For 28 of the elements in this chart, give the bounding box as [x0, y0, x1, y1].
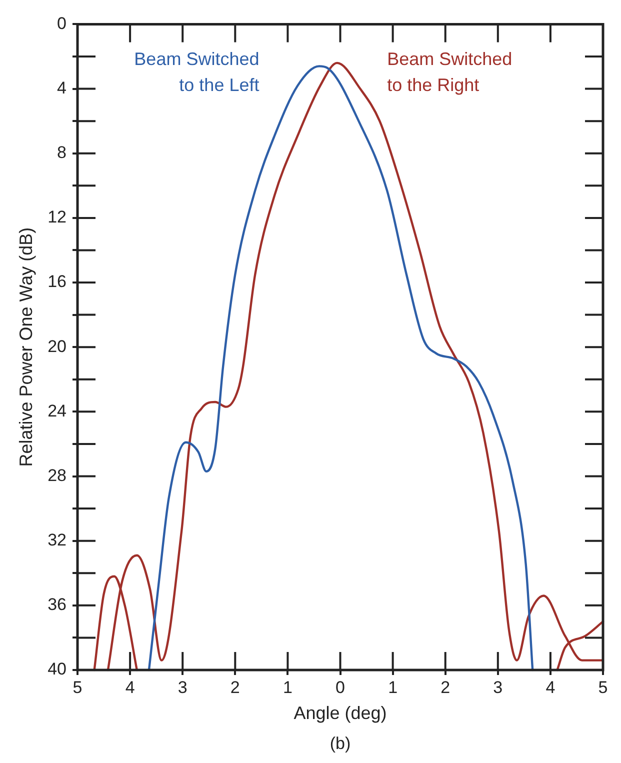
y-tick-label: 4	[57, 78, 67, 98]
line-series	[148, 65, 534, 672]
x-axis-title: Angle (deg)	[294, 703, 387, 724]
y-tick-label: 28	[48, 466, 67, 485]
x-tick-label: 3	[178, 678, 188, 697]
x-tick-label: 1	[282, 678, 292, 697]
x-tick-label: 5	[72, 678, 82, 697]
y-tick-label: 32	[48, 530, 67, 550]
x-tick-label: 2	[230, 678, 240, 697]
y-tick-label: 12	[48, 208, 67, 227]
text: (b)	[330, 734, 351, 753]
x-tick-label: 5	[598, 678, 608, 697]
y-axis-title: Relative Power One Way (dB)	[16, 227, 36, 467]
y-tick-label: 24	[48, 401, 67, 420]
y-tick-label: 36	[48, 595, 67, 614]
y-tick-label: 16	[48, 272, 67, 292]
y-tick-label: 0	[57, 14, 67, 33]
x-tick-label: 0	[336, 678, 345, 697]
series-label: Beam Switched to the Right	[387, 48, 514, 98]
y-tick-label: 8	[57, 143, 67, 162]
x-tick-label: 3	[493, 678, 503, 697]
y-tick-label: 40	[48, 660, 67, 679]
series-label: Beam Switched to the Left	[133, 48, 260, 98]
x-tick-label: 4	[125, 678, 135, 697]
x-tick-label: 4	[546, 678, 556, 697]
x-tick-label: 2	[440, 678, 450, 697]
y-tick-label: 20	[48, 336, 67, 356]
x-tick-label: 1	[388, 678, 398, 697]
